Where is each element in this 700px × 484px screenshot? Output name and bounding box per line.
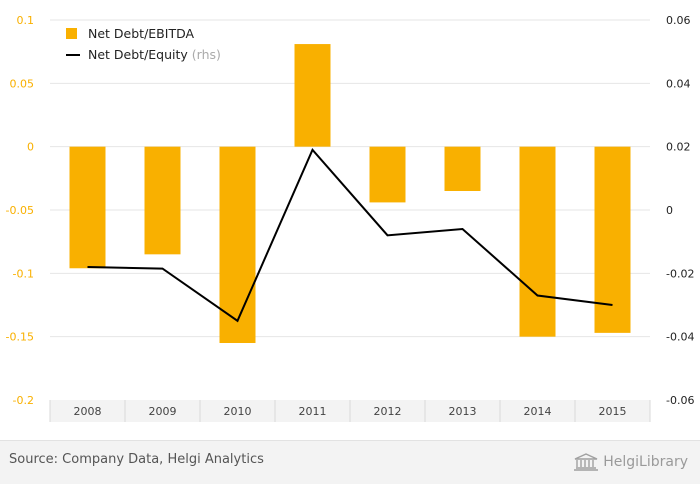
x-axis-tick-label: 2014: [524, 405, 552, 418]
chart-svg: 0.1 0.06 0.05 0.04 0 0.02 -0.05 0 -0.1 -0.02 -0.15…: [6, 14, 694, 422]
left-axis-tick-label: -0.15: [6, 331, 34, 344]
helgi-library-logo: HelgiLibrary: [573, 451, 688, 473]
x-axis-tick-label: 2011: [299, 405, 327, 418]
legend: Net Debt/EBITDA Net Debt/Equity (rhs): [66, 26, 221, 62]
series-line: [87, 147, 613, 323]
library-building-icon: [574, 453, 599, 471]
x-axis-tick-label: 2013: [449, 405, 477, 418]
right-axis-tick-label: -0.06: [666, 394, 694, 407]
right-axis-tick-label: 0.06: [666, 14, 691, 27]
x-axis-tick-label: 2015: [599, 405, 627, 418]
legend-rhs-suffix: (rhs): [192, 47, 221, 62]
left-axis-tick-label: 0: [27, 141, 34, 154]
logo-text: HelgiLibrary: [603, 454, 688, 470]
x-axis-tick-label: 2010: [224, 405, 252, 418]
left-axis-tick-label: 0.1: [17, 14, 35, 27]
right-axis-tick-label: -0.02: [666, 267, 694, 280]
source-text: Source: Company Data, Helgi Analytics: [9, 452, 264, 467]
grid-layer: [50, 19, 650, 338]
bar-layer: [69, 44, 631, 343]
legend-label: Net Debt/EBITDA: [88, 26, 194, 41]
bar: [294, 44, 331, 147]
right-axis-tick-label: 0: [666, 204, 673, 217]
axis-layer: 0.1 0.06 0.05 0.04 0 0.02 -0.05 0 -0.1 -0.02 -0.15…: [6, 14, 694, 422]
bar: [519, 146, 556, 337]
left-axis-tick-label: -0.05: [6, 204, 34, 217]
right-axis-tick-label: 0.04: [666, 77, 691, 90]
footer: Source: Company Data, Helgi Analytics He…: [0, 440, 700, 484]
bar: [219, 146, 256, 343]
left-axis-tick-label: 0.05: [10, 77, 35, 90]
x-axis-tick-label: 2012: [374, 405, 402, 418]
bar: [369, 146, 406, 203]
bar: [69, 146, 106, 269]
x-axis-tick-label: 2009: [149, 405, 177, 418]
x-axis-tick-label: 2008: [74, 405, 102, 418]
bar: [144, 146, 181, 255]
chart-container: 0.1 0.06 0.05 0.04 0 0.02 -0.05 0 -0.1 -0.02 -0.15…: [6, 14, 694, 422]
legend-swatch-bar: [66, 28, 77, 39]
bar: [594, 146, 631, 333]
left-axis-tick-label: -0.1: [13, 267, 34, 280]
legend-label: Net Debt/Equity (rhs): [88, 47, 221, 62]
line-layer: [87, 147, 613, 323]
bar: [444, 146, 481, 191]
right-axis-tick-label: 0.02: [666, 141, 691, 154]
left-axis-tick-label: -0.2: [13, 394, 34, 407]
right-axis-tick-label: -0.04: [666, 331, 694, 344]
